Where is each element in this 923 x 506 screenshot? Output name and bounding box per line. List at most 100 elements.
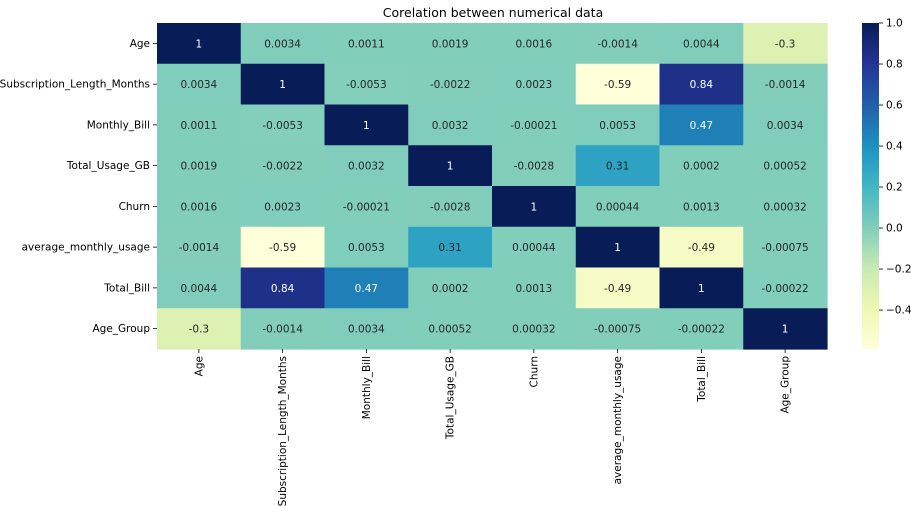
cell-value-label: 0.0053 [348,242,385,254]
x-axis-labels: Age Subscription_Length_Months Monthly_Bil… [193,349,792,506]
heatmap-cell [408,104,493,146]
heatmap-cell [408,226,493,269]
x-tick-label: Age [193,356,205,376]
heatmap-cell [324,63,409,106]
y-tick-label: Monthly_Bill [87,119,150,131]
cell-value-label: -0.0014 [765,79,806,91]
cell-value-label: 0.00044 [596,201,640,213]
colorbar-tick-label: 0.8 [886,59,903,71]
cell-value-label: 0.0002 [683,161,720,173]
cell-value-label: 1 [531,201,538,213]
cell-value-label: 0.84 [271,283,295,295]
cell-value-label: 0.0016 [181,201,218,213]
heatmap-cell [492,104,577,146]
heatmap-cell [743,104,828,146]
x-tick-label: Total_Usage_GB [445,356,457,440]
cell-value-label: 0.0032 [432,120,469,132]
heatmap-cell [492,186,577,228]
cell-value-label: 0.31 [438,242,461,254]
cell-value-label: 1 [196,38,203,50]
cell-value-label: 0.0011 [348,38,385,50]
x-tick-label: Monthly_Bill [361,356,373,419]
x-tick-label: Subscription_Length_Months [277,356,289,506]
cell-value-label: 0.0034 [181,79,218,91]
cell-value-label: 0.0023 [264,201,301,213]
cell-value-label: 0.0013 [683,201,720,213]
chart-title: Corelation between numerical data [383,5,603,20]
heatmap-cell [492,267,577,309]
heatmap-cell [240,186,326,228]
cell-value-label: 1 [279,79,286,91]
cell-value-label: -0.0022 [430,79,471,91]
heatmap-cell [659,145,744,187]
cell-value-label: 0.0011 [181,120,218,132]
heatmap-cell [240,104,326,146]
cell-value-label: 1 [782,324,789,336]
colorbar-tick-label: −0.2 [886,264,912,276]
cell-value-label: 0.47 [690,120,713,132]
cell-value-label: 0.00044 [512,242,556,254]
heatmap-cell [157,267,242,309]
heatmap-cell [408,308,493,350]
cell-value-label: 0.00032 [763,201,806,213]
cell-value-label: 0.0002 [432,283,469,295]
colorbar-tick-label: 0.4 [886,141,903,153]
colorbar-tick-label: −0.4 [886,305,912,317]
colorbar: 1.0 0.8 0.6 0.4 0.2 0.0 −0.2 −0.4 [862,18,912,349]
cell-value-label: 0.0019 [181,161,218,173]
heatmap-cell [659,63,744,106]
heatmap-cell [408,63,493,106]
y-axis-labels: Age Subscription_Length_Months Monthly_Bil… [0,38,157,335]
x-tick-label: Churn [528,356,540,387]
heatmap-cell [240,145,326,187]
cell-value-label: -0.0028 [514,161,555,173]
cell-value-label: 0.0034 [348,324,385,336]
heatmap-cell [240,226,326,269]
heatmap-cell [659,186,744,228]
heatmap-cell [659,23,744,65]
cell-value-label: -0.00022 [678,324,725,336]
cell-value-label: 0.47 [355,283,378,295]
y-tick-label: Total_Usage_GB [66,160,150,172]
heatmap-cell [575,63,661,106]
heatmap-cell [575,23,661,65]
cell-value-label: 0.00052 [763,161,806,173]
cell-value-label: -0.00021 [510,120,557,132]
heatmap-cell [408,267,493,309]
cell-value-label: -0.0014 [262,324,303,336]
heatmap-cell [240,308,326,350]
cell-value-label: -0.49 [688,242,715,254]
y-tick-label: Subscription_Length_Months [0,79,150,91]
heatmap-cell [492,226,577,269]
cell-value-label: 1 [363,120,370,132]
heatmap-cell [492,145,577,187]
cell-value-label: -0.0014 [179,242,220,254]
heatmap-cell [157,63,242,106]
cell-value-label: -0.59 [269,242,296,254]
heatmap-cell [575,226,661,269]
colorbar-tick-label: 0.0 [886,223,903,235]
heatmap-cell [240,267,326,309]
cell-value-label: -0.00021 [343,201,390,213]
heatmap-cell [408,23,493,65]
heatmap-cell [743,63,828,106]
heatmap-cell [492,63,577,106]
heatmap-cell [157,104,242,146]
heatmap-cell [240,63,326,106]
colorbar-tick-label: 1.0 [886,18,903,30]
cell-value-label: 0.0044 [181,283,218,295]
colorbar-gradient [862,23,879,349]
heatmap-cell [659,308,744,350]
cell-value-label: -0.0053 [262,120,303,132]
cell-value-label: -0.00075 [594,324,641,336]
heatmap-cell [324,104,409,146]
colorbar-tick-label: 0.2 [886,182,903,194]
cell-value-label: 0.0016 [516,38,553,50]
cell-value-label: -0.59 [604,79,631,91]
cell-value-label: 0.0032 [348,161,385,173]
cell-value-label: 0.0034 [767,120,804,132]
cell-value-label: 0.0053 [599,120,636,132]
x-tick-label: Age_Group [780,356,792,414]
cell-value-label: -0.3 [775,38,796,50]
